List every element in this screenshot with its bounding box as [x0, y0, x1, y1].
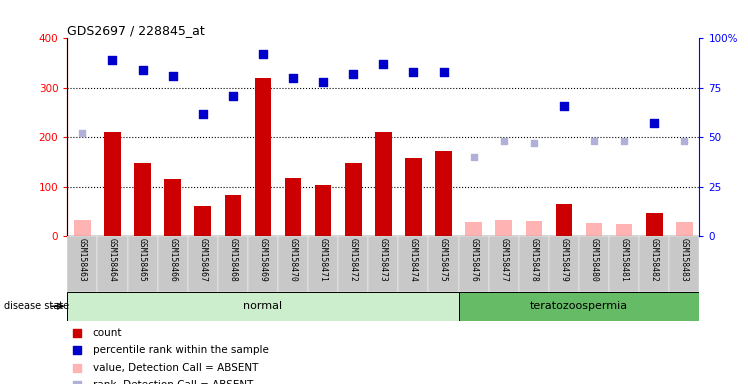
Bar: [278, 236, 308, 292]
Text: GSM158473: GSM158473: [378, 238, 388, 282]
Point: [558, 103, 570, 109]
Bar: [67, 292, 459, 321]
Bar: [556, 204, 572, 236]
Text: GDS2697 / 228845_at: GDS2697 / 228845_at: [67, 24, 205, 37]
Bar: [345, 163, 361, 236]
Text: GSM158479: GSM158479: [560, 238, 568, 282]
Text: GSM158472: GSM158472: [349, 238, 358, 282]
Point: [588, 138, 600, 144]
Bar: [488, 236, 519, 292]
Bar: [435, 151, 452, 236]
Bar: [586, 223, 602, 236]
Text: GSM158471: GSM158471: [319, 238, 328, 282]
Point: [137, 67, 149, 73]
Bar: [188, 236, 218, 292]
Bar: [127, 236, 158, 292]
Bar: [459, 236, 488, 292]
Text: GSM158469: GSM158469: [259, 238, 268, 282]
Bar: [549, 236, 579, 292]
Bar: [158, 236, 188, 292]
Text: GSM158474: GSM158474: [409, 238, 418, 282]
Bar: [104, 132, 120, 236]
Point: [678, 138, 690, 144]
Text: disease state: disease state: [4, 301, 69, 311]
Text: GSM158464: GSM158464: [108, 238, 117, 282]
Point: [408, 69, 420, 75]
Text: GSM158476: GSM158476: [469, 238, 478, 282]
Text: GSM158480: GSM158480: [589, 238, 598, 282]
Bar: [405, 158, 422, 236]
Bar: [285, 178, 301, 236]
Point: [377, 61, 389, 67]
Point: [287, 75, 299, 81]
Bar: [308, 236, 338, 292]
Point: [317, 79, 329, 85]
Bar: [338, 236, 368, 292]
Text: GSM158465: GSM158465: [138, 238, 147, 282]
Bar: [368, 236, 399, 292]
Text: value, Detection Call = ABSENT: value, Detection Call = ABSENT: [93, 362, 258, 373]
Bar: [640, 236, 669, 292]
Text: count: count: [93, 328, 122, 338]
Bar: [254, 78, 272, 236]
Text: rank, Detection Call = ABSENT: rank, Detection Call = ABSENT: [93, 380, 253, 384]
Bar: [459, 292, 699, 321]
Bar: [194, 205, 211, 236]
Point: [227, 93, 239, 99]
Point: [347, 71, 359, 77]
Point: [528, 140, 540, 146]
Point: [71, 382, 83, 384]
Text: GSM158463: GSM158463: [78, 238, 87, 282]
Bar: [315, 185, 331, 236]
Text: GSM158468: GSM158468: [228, 238, 237, 282]
Bar: [224, 195, 241, 236]
Text: GSM158482: GSM158482: [650, 238, 659, 282]
Bar: [616, 224, 632, 236]
Bar: [669, 236, 699, 292]
Text: GSM158467: GSM158467: [198, 238, 207, 282]
Text: GSM158470: GSM158470: [289, 238, 298, 282]
Point: [167, 73, 179, 79]
Text: normal: normal: [243, 301, 283, 311]
Text: GSM158483: GSM158483: [680, 238, 689, 282]
Point: [649, 120, 660, 126]
Bar: [218, 236, 248, 292]
Point: [76, 130, 88, 136]
Bar: [165, 179, 181, 236]
Bar: [135, 163, 151, 236]
Point: [71, 330, 83, 336]
Text: GSM158478: GSM158478: [530, 238, 539, 282]
Bar: [676, 222, 693, 236]
Bar: [526, 221, 542, 236]
Point: [71, 347, 83, 353]
Bar: [67, 236, 97, 292]
Text: percentile rank within the sample: percentile rank within the sample: [93, 345, 269, 356]
Bar: [579, 236, 609, 292]
Point: [106, 57, 118, 63]
Text: GSM158481: GSM158481: [619, 238, 628, 282]
Bar: [97, 236, 127, 292]
Point: [618, 138, 630, 144]
Point: [438, 69, 450, 75]
Text: GSM158477: GSM158477: [499, 238, 508, 282]
Point: [468, 154, 479, 160]
Bar: [375, 132, 392, 236]
Bar: [429, 236, 459, 292]
Bar: [495, 220, 512, 236]
Text: GSM158475: GSM158475: [439, 238, 448, 282]
Bar: [74, 220, 91, 236]
Bar: [609, 236, 640, 292]
Bar: [519, 236, 549, 292]
Text: teratozoospermia: teratozoospermia: [530, 301, 628, 311]
Point: [497, 138, 509, 144]
Point: [197, 111, 209, 117]
Point: [71, 365, 83, 371]
Point: [257, 51, 269, 57]
Bar: [248, 236, 278, 292]
Bar: [465, 222, 482, 236]
Bar: [646, 213, 663, 236]
Bar: [399, 236, 429, 292]
Text: GSM158466: GSM158466: [168, 238, 177, 282]
